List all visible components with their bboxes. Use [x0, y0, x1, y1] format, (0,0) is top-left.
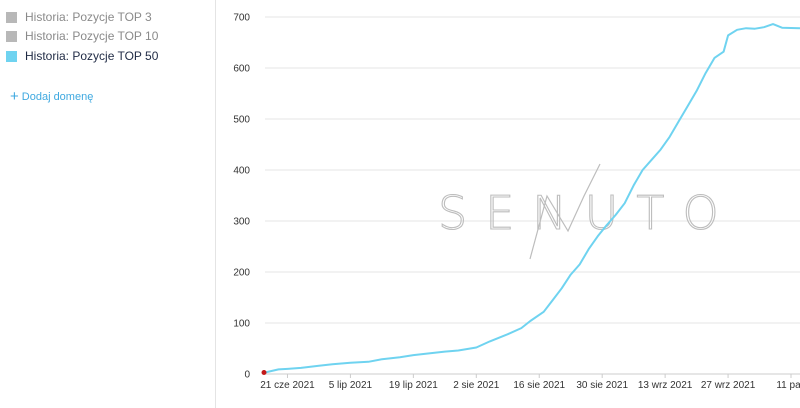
data-point[interactable]	[550, 297, 556, 303]
data-point[interactable]	[725, 32, 731, 38]
legend-item-top10[interactable]: Historia: Pozycje TOP 10	[6, 28, 158, 44]
add-domain-button[interactable]: + Dodaj domenę	[10, 89, 93, 104]
line-chart: SENUTO 0 100 200 300 400 500 600 700 21 cze 2021…	[233, 13, 800, 391]
data-point[interactable]	[752, 26, 758, 32]
x-tick-label: 5 lip 2021	[329, 380, 373, 391]
y-tick-label: 600	[233, 64, 250, 75]
data-point[interactable]	[649, 157, 655, 163]
data-point[interactable]	[397, 354, 403, 360]
add-domain-label: Dodaj domenę	[21, 90, 94, 103]
data-point[interactable]	[779, 25, 785, 31]
x-tick-label: 19 lip 2021	[389, 380, 438, 391]
legend-label: Historia: Pozycje TOP 3	[25, 10, 152, 24]
data-point[interactable]	[595, 233, 601, 239]
data-point[interactable]	[442, 349, 448, 355]
data-point[interactable]	[586, 246, 592, 252]
x-tick-label: 30 sie 2021	[576, 380, 628, 391]
data-point[interactable]	[770, 21, 776, 27]
y-tick-label: 400	[233, 166, 250, 177]
x-tick-label: 2 sie 2021	[453, 380, 500, 391]
x-tick-label: 13 wrz 2021	[638, 380, 693, 391]
data-point[interactable]	[365, 359, 371, 365]
data-point[interactable]	[505, 331, 511, 337]
data-point[interactable]	[631, 182, 637, 188]
data-point[interactable]	[721, 49, 727, 55]
x-tick-label: 16 sie 2021	[513, 380, 565, 391]
data-point[interactable]	[275, 366, 281, 372]
data-point[interactable]	[604, 222, 610, 228]
y-tick-label: 200	[233, 268, 250, 279]
data-point[interactable]	[568, 272, 574, 278]
legend-item-top50[interactable]: Historia: Pozycje TOP 50	[6, 48, 158, 64]
legend-swatch-icon	[6, 50, 17, 62]
y-tick-label: 700	[233, 13, 250, 24]
x-tick-label: 21 cze 2021	[260, 380, 315, 391]
data-point[interactable]	[316, 363, 322, 369]
data-point[interactable]	[347, 360, 353, 366]
data-point[interactable]	[622, 200, 628, 206]
data-point[interactable]	[410, 352, 416, 358]
senuto-watermark: SENUTO	[437, 163, 737, 260]
data-point[interactable]	[379, 356, 385, 362]
x-tick-label: 11 paź	[776, 380, 800, 391]
data-point[interactable]	[428, 350, 434, 356]
data-point[interactable]	[518, 325, 524, 331]
data-point[interactable]	[667, 134, 673, 140]
data-point[interactable]	[284, 366, 290, 372]
data-point[interactable]	[712, 55, 718, 61]
data-point[interactable]	[527, 318, 533, 324]
series-line-top50	[264, 23, 800, 374]
legend-swatch-icon	[6, 11, 17, 23]
data-point[interactable]	[559, 285, 565, 291]
plus-icon: +	[10, 88, 19, 105]
data-point[interactable]	[577, 261, 583, 267]
y-tick-label: 300	[233, 217, 250, 228]
data-point[interactable]	[734, 27, 740, 33]
legend-swatch-icon	[6, 30, 17, 42]
data-point[interactable]	[455, 348, 461, 354]
data-point[interactable]	[703, 70, 709, 76]
data-point[interactable]	[743, 25, 749, 31]
data-point[interactable]	[613, 212, 619, 218]
data-point[interactable]	[640, 167, 646, 173]
data-point[interactable]	[658, 147, 664, 153]
data-point[interactable]	[487, 338, 493, 344]
data-point[interactable]	[473, 344, 479, 350]
legend-sidebar: Historia: Pozycje TOP 3 Historia: Pozycj…	[0, 0, 216, 408]
legend-label: Historia: Pozycje TOP 50	[25, 49, 159, 63]
data-point[interactable]	[676, 119, 682, 125]
data-point[interactable]	[541, 309, 547, 315]
watermark-text: SENUTO	[438, 186, 737, 240]
data-point[interactable]	[329, 361, 335, 367]
y-tick-label: 0	[244, 370, 250, 381]
watermark-logo-mark	[529, 163, 601, 260]
y-tick-label: 500	[233, 115, 250, 126]
legend-item-top3[interactable]: Historia: Pozycje TOP 3	[6, 9, 152, 25]
x-tick-label: 27 wrz 2021	[701, 380, 756, 391]
data-point[interactable]	[761, 24, 767, 30]
data-point[interactable]	[685, 103, 691, 109]
start-marker	[261, 369, 267, 375]
legend-label: Historia: Pozycje TOP 10	[25, 29, 159, 43]
y-tick-label: 100	[233, 319, 250, 330]
data-point[interactable]	[298, 365, 304, 371]
data-point[interactable]	[694, 88, 700, 94]
